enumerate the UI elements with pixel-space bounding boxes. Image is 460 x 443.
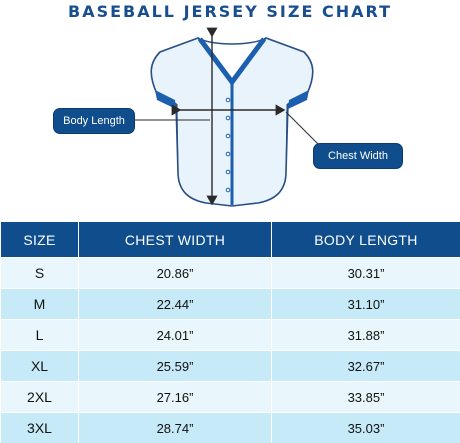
chart-title: BASEBALL JERSEY SIZE CHART [0,2,460,21]
body-length-cell: 35.03” [272,413,460,443]
body-length-cell: 30.31” [272,258,460,289]
chest-width-cell: 28.74” [79,413,272,443]
size-table: SIZE CHEST WIDTH BODY LENGTH S 20.86” 30… [1,222,460,443]
chest-width-cell: 20.86” [79,258,272,289]
table-row: S 20.86” 30.31” [1,258,460,289]
size-cell: 3XL [1,413,79,443]
size-cell: 2XL [1,382,79,413]
table-row: L 24.01” 31.88” [1,320,460,351]
chest-width-cell: 24.01” [79,320,272,351]
body-length-cell: 32.67” [272,351,460,382]
header-size: SIZE [1,222,79,258]
size-cell: XL [1,351,79,382]
table-row: XL 25.59” 32.67” [1,351,460,382]
chest-width-cell: 25.59” [79,351,272,382]
size-cell: L [1,320,79,351]
table-row: 2XL 27.16” 33.85” [1,382,460,413]
jersey-icon [151,38,312,206]
body-length-cell: 31.88” [272,320,460,351]
chest-width-cell: 22.44” [79,289,272,320]
header-chest-width: CHEST WIDTH [79,222,272,258]
table-row: M 22.44” 31.10” [1,289,460,320]
table-row: 3XL 28.74” 35.03” [1,413,460,443]
size-cell: S [1,258,79,289]
body-length-cell: 31.10” [272,289,460,320]
chest-width-cell: 27.16” [79,382,272,413]
chest-width-callout: Chest Width [313,143,403,169]
table-header-row: SIZE CHEST WIDTH BODY LENGTH [1,222,460,258]
size-cell: M [1,289,79,320]
body-length-callout: Body Length [53,108,135,134]
header-body-length: BODY LENGTH [272,222,460,258]
body-length-cell: 33.85” [272,382,460,413]
